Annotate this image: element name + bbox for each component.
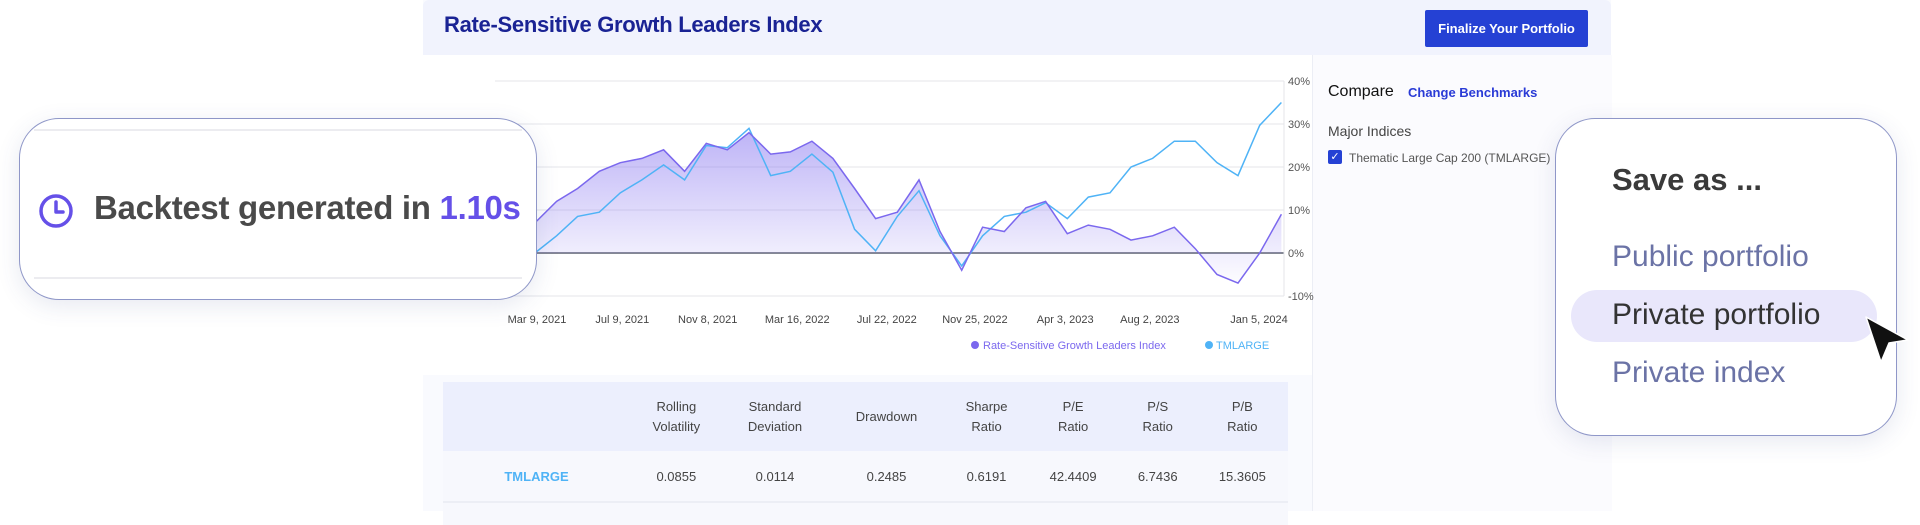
header-pe-ratio: P/E Ratio <box>1027 382 1119 451</box>
cell: 6.7436 <box>1118 451 1197 503</box>
row-name-link[interactable]: TMLARGE <box>443 451 630 503</box>
metrics-table: Rolling Volatility Standard Deviation Draw… <box>443 382 1288 525</box>
x-tick-label: Jul 9, 2021 <box>595 314 649 326</box>
header-rolling-volatility: Rolling Volatility <box>630 382 723 451</box>
legend-label-tmlarge: TMLARGE <box>1216 340 1269 352</box>
series-line-index <box>534 131 1283 285</box>
y-tick-label: 0% <box>1288 248 1304 260</box>
menu-item-public-portfolio[interactable]: Public portfolio <box>1612 240 1809 273</box>
header-name <box>443 382 630 451</box>
cell: 0.6191 <box>945 451 1028 503</box>
menu-item-private-portfolio[interactable]: Private portfolio <box>1612 298 1821 331</box>
legend-dot-tmlarge <box>1205 341 1213 349</box>
cell: 0.2485 <box>827 451 946 503</box>
save-as-title: Save as ... <box>1612 162 1762 197</box>
mouse-cursor-icon <box>1865 316 1909 363</box>
menu-item-private-index[interactable]: Private index <box>1612 356 1786 389</box>
header-ps-ratio: P/S Ratio <box>1118 382 1197 451</box>
y-tick-label: -10% <box>1288 291 1314 303</box>
table-row: TMLARGE 0.0855 0.0114 0.2485 0.6191 42.4… <box>443 451 1288 503</box>
cell: 15.3605 <box>1196 451 1288 503</box>
header-drawdown: Drawdown <box>827 382 946 451</box>
index-area-fill <box>534 132 1282 284</box>
header-sharpe-ratio: Sharpe Ratio <box>945 382 1028 451</box>
legend-label-index: Rate-Sensitive Growth Leaders Index <box>983 340 1166 352</box>
legend-dot-index <box>971 341 979 349</box>
y-tick-label: 30% <box>1288 119 1310 131</box>
x-tick-label: Apr 3, 2023 <box>1037 314 1094 326</box>
cell: 42.4409 <box>1027 451 1119 503</box>
x-tick-label: Mar 9, 2021 <box>508 314 567 326</box>
divider <box>34 129 522 131</box>
x-tick-label: Jan 5, 2024 <box>1230 314 1288 326</box>
cell: 0.0855 <box>630 451 723 503</box>
x-tick-label: Nov 8, 2021 <box>678 314 737 326</box>
backtest-card <box>19 118 537 300</box>
header-pb-ratio: P/B Ratio <box>1196 382 1288 451</box>
x-tick-label: Jul 22, 2022 <box>857 314 917 326</box>
header-bar <box>423 0 1611 55</box>
table-header-row: Rolling Volatility Standard Deviation Draw… <box>443 382 1288 451</box>
benchmark-label: Thematic Large Cap 200 (TMLARGE) <box>1349 151 1551 165</box>
y-tick-label: 40% <box>1288 76 1310 88</box>
y-tick-label: 20% <box>1288 162 1310 174</box>
compare-label: Compare <box>1328 83 1394 100</box>
save-as-menu <box>1555 118 1897 436</box>
y-tick-label: 10% <box>1288 205 1310 217</box>
backtest-prefix: Backtest generated in <box>94 189 431 226</box>
change-benchmarks-link[interactable]: Change Benchmarks <box>1408 85 1538 100</box>
clock-icon <box>39 194 73 228</box>
benchmark-checkbox[interactable]: ✓ <box>1328 150 1342 164</box>
x-tick-label: Nov 25, 2022 <box>942 314 1007 326</box>
x-tick-label: Aug 2, 2023 <box>1120 314 1179 326</box>
finalize-portfolio-button[interactable]: Finalize Your Portfolio <box>1425 10 1588 47</box>
backtest-time: 1.10s <box>439 189 521 226</box>
backtest-status: Backtest generated in 1.10s <box>94 189 521 226</box>
divider <box>34 277 522 279</box>
table-row-empty <box>443 502 1288 525</box>
performance-chart: 40% 30% 20% 10% 0% -10% Mar 9, 2021 Jul 9, 202… <box>495 76 1314 352</box>
x-tick-label: Mar 16, 2022 <box>765 314 830 326</box>
series-line-tmlarge <box>534 101 1282 268</box>
legend: Rate-Sensitive Growth Leaders Index TMLA… <box>971 340 1269 352</box>
major-indices-heading: Major Indices <box>1328 123 1412 139</box>
cell: 0.0114 <box>722 451 828 503</box>
menu-item-highlight <box>1571 290 1877 342</box>
page-title: Rate-Sensitive Growth Leaders Index <box>444 12 823 37</box>
header-standard-deviation: Standard Deviation <box>722 382 828 451</box>
